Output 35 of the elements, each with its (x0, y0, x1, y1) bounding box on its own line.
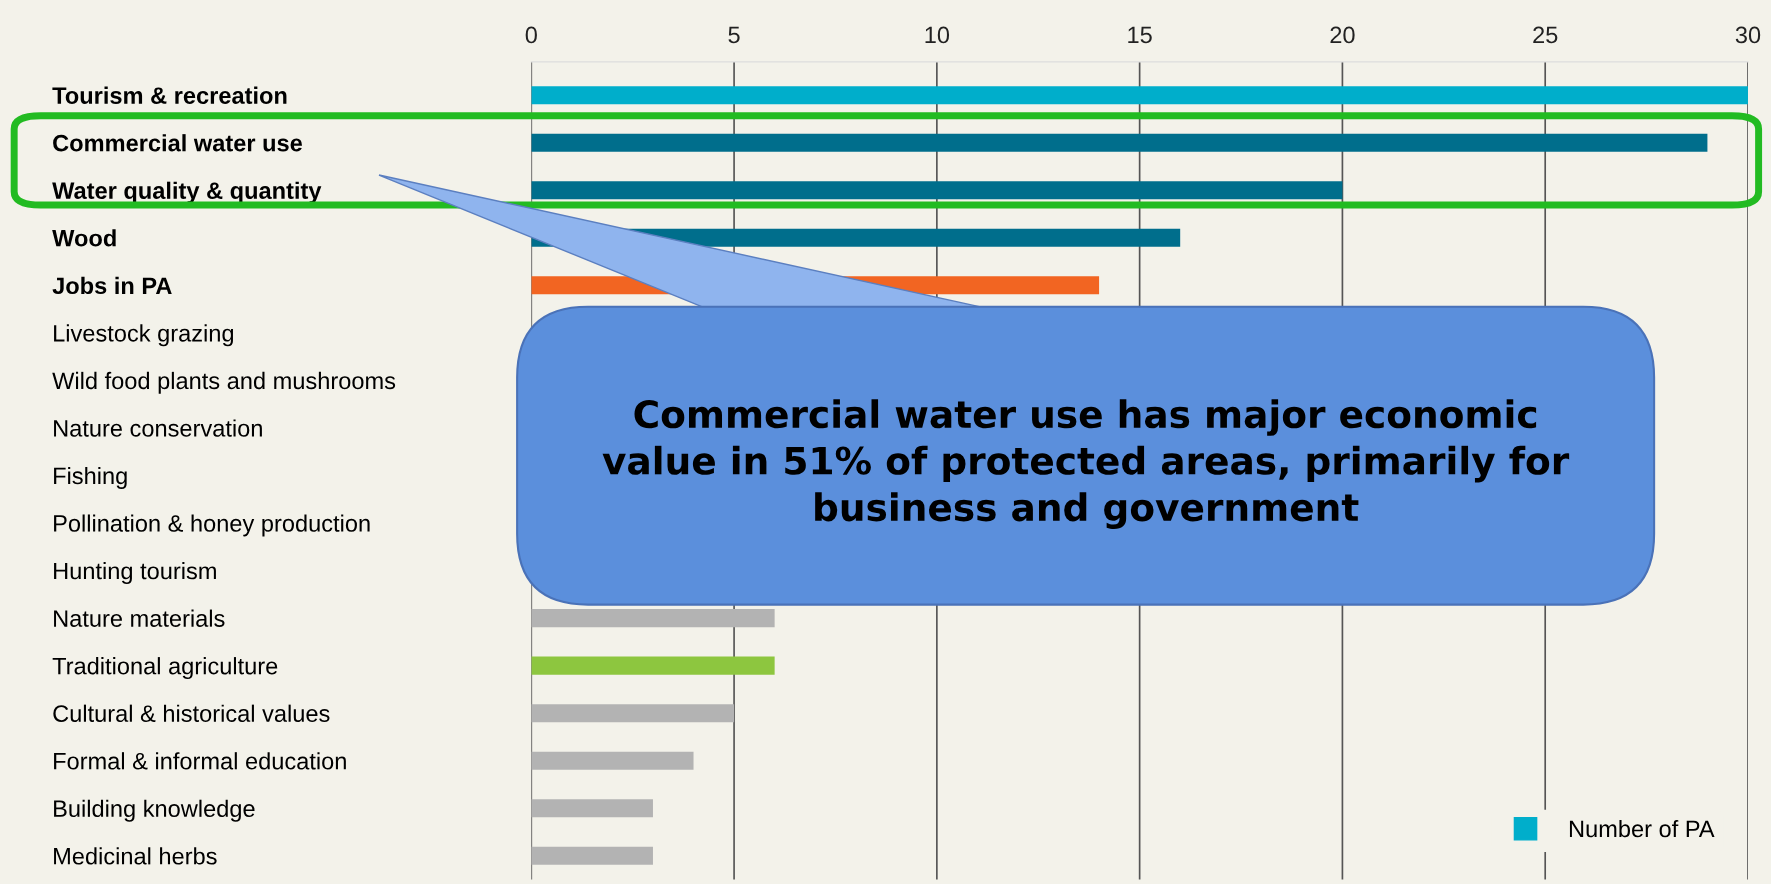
bar (531, 609, 775, 628)
y-tick-label: Tourism & recreation (52, 86, 287, 104)
x-tick-label: 20 (1330, 26, 1355, 44)
x-tick-label: 10 (925, 26, 950, 44)
y-tick-label: Fishing (54, 466, 127, 489)
y-tick-label: Water quality & quantity (52, 181, 322, 204)
y-tick-label: Jobs in PA (52, 276, 172, 295)
bar (531, 704, 735, 723)
legend-label: Number of PA (1569, 819, 1715, 838)
y-tick-label: Formal & informal education (54, 752, 346, 770)
y-tick-label: Commercial water use (53, 134, 302, 152)
bar (531, 799, 653, 818)
y-tick-label: Building knowledge (54, 799, 255, 822)
x-tick-label: 30 (1735, 26, 1761, 44)
y-tick-label: Medicinal herbs (54, 847, 217, 865)
bar (531, 656, 775, 675)
x-tick-label: 25 (1533, 26, 1558, 44)
bar (531, 86, 1748, 105)
y-tick-label: Traditional agriculture (52, 657, 278, 680)
y-tick-label: Hunting tourism (54, 562, 216, 585)
bar (531, 846, 653, 865)
y-tick-label: Livestock grazing (54, 324, 234, 347)
x-tick-label: 15 (1128, 26, 1152, 44)
bar (531, 751, 694, 770)
y-tick-label: Wood (52, 229, 116, 247)
x-tick-label: 0 (525, 26, 537, 44)
x-tick-label: 5 (728, 26, 740, 44)
y-tick-label: Wild food plants and mushrooms (52, 371, 396, 394)
bar (531, 181, 1343, 200)
annotation: Commercial water use has major economic value in 51% of protected areas, primarily for business and government (602, 399, 1570, 529)
y-tick-label: Pollination & honey production (54, 514, 370, 537)
y-tick-label: Nature conservation (54, 419, 262, 437)
y-tick-label: Cultural & historical values (53, 704, 330, 722)
bar (531, 133, 1708, 152)
y-tick-label: Nature materials (54, 609, 225, 627)
